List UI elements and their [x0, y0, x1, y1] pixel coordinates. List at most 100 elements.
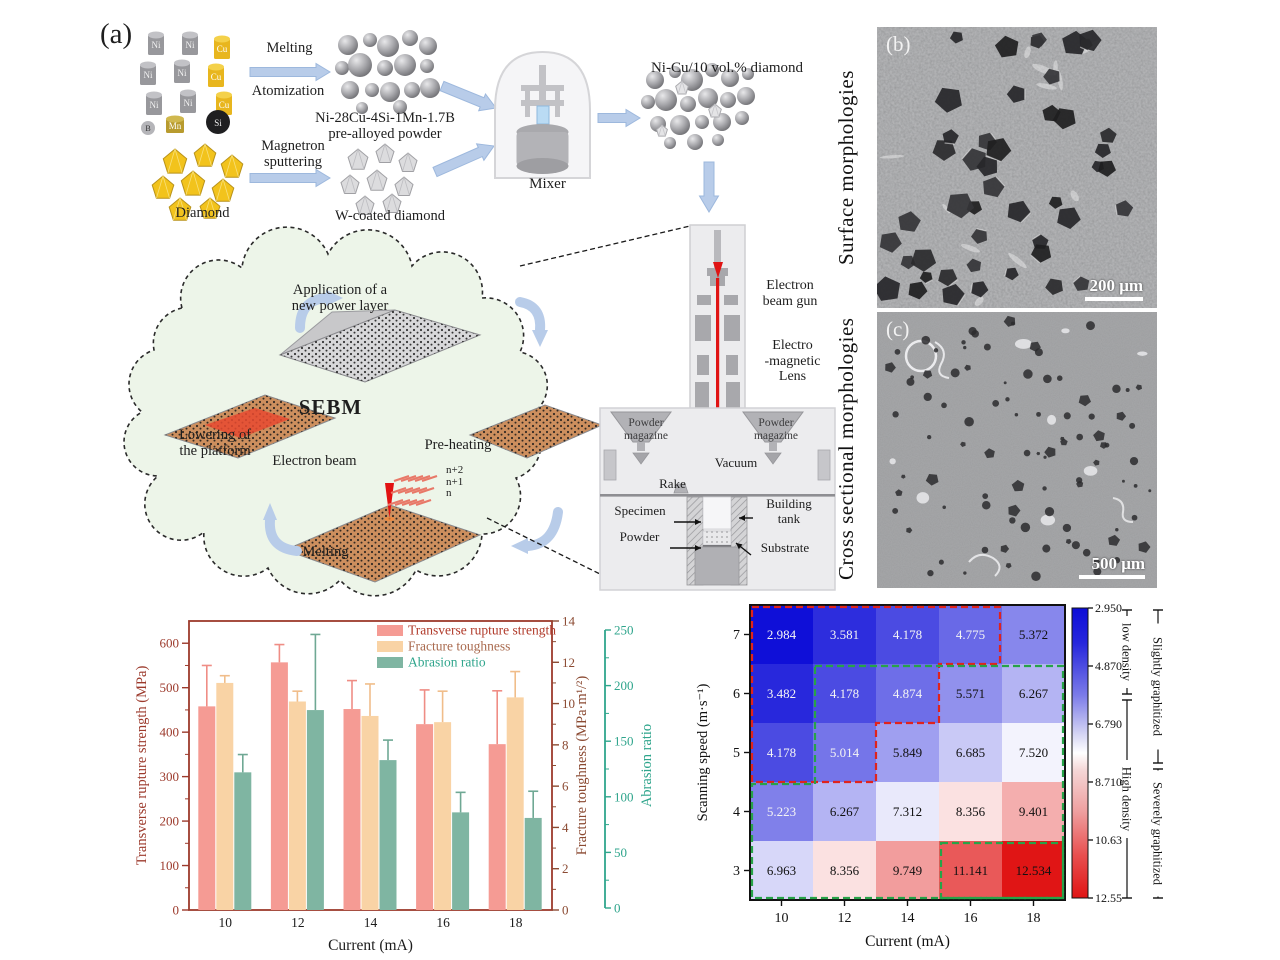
- bar: [524, 817, 542, 910]
- bar: [288, 701, 306, 910]
- sebm-cloud: [123, 226, 549, 597]
- heatmap-cell: [1002, 841, 1065, 900]
- layer-index-labels: n+2 n+1 n: [446, 464, 464, 500]
- mixed-powder-label: Ni-Cu/10 vol.% diamond: [650, 60, 804, 76]
- svg-text:12: 12: [291, 915, 305, 930]
- heatmap-cell-value: 6.267: [830, 804, 860, 819]
- diamond-cluster: [151, 143, 244, 221]
- heatmap-cell-value: 12.534: [1016, 863, 1052, 878]
- svg-text:Ni: Ni: [184, 98, 193, 108]
- heatmap-cell-value: 5.849: [893, 745, 922, 760]
- svg-text:Mn: Mn: [169, 121, 182, 131]
- w-coated-diamond-label: W-coated diamond: [335, 208, 445, 224]
- heatmap-cell: [876, 782, 939, 841]
- scale-bar-b-label: 200 μm: [1089, 276, 1143, 295]
- powder-label: Powder: [619, 529, 660, 544]
- svg-text:7: 7: [733, 628, 740, 643]
- vacuum-label: Vacuum: [714, 455, 758, 470]
- sem-image-surface: (b) 200 μm: [877, 27, 1157, 308]
- bar: [434, 722, 452, 910]
- heatmap-cell: [750, 782, 813, 841]
- svg-text:18: 18: [509, 915, 523, 930]
- svg-text:16: 16: [436, 915, 450, 930]
- svg-text:Si: Si: [214, 118, 222, 128]
- diamond-label: Diamond: [175, 205, 230, 221]
- panel-b-tag: (b): [886, 32, 911, 56]
- heatmap-cell: [939, 782, 1002, 841]
- heatmap-cell-value: 4.178: [767, 745, 796, 760]
- svg-text:16: 16: [964, 911, 978, 926]
- atomization-label: Atomization: [251, 83, 325, 99]
- svg-text:Abrasion ratio: Abrasion ratio: [408, 655, 486, 670]
- heatmap-cell-value: 9.749: [893, 863, 922, 878]
- svg-text:100: 100: [614, 789, 634, 804]
- heatmap-cell: [939, 605, 1002, 664]
- heatmap-cell-value: 3.482: [767, 686, 796, 701]
- heatmap-cell: [813, 723, 876, 782]
- svg-text:Transverse rupture strength (M: Transverse rupture strength (MPa): [134, 666, 150, 866]
- sem-cross-section-graphic: [877, 312, 1157, 588]
- mixer-graphic: [494, 50, 591, 179]
- svg-text:8.710: 8.710: [1095, 775, 1122, 789]
- heatmap-cells: 2.984 3.581 4.178 4.775 5.372 3.482 4.178 4.874…: [750, 605, 1065, 900]
- substrate-label: Substrate: [760, 540, 810, 555]
- electron-beam-label: Electron beam: [272, 453, 357, 469]
- svg-text:Ni: Ni: [144, 70, 153, 80]
- svg-text:Ni: Ni: [152, 40, 161, 50]
- bar: [343, 709, 361, 910]
- svg-text:High density: High density: [1120, 767, 1134, 832]
- svg-text:600: 600: [160, 636, 180, 651]
- heatmap-cell: [750, 605, 813, 664]
- svg-text:12: 12: [838, 911, 852, 926]
- svg-text:18: 18: [1027, 911, 1041, 926]
- heatmap-cell-value: 6.267: [1019, 686, 1049, 701]
- lowering-plate: [163, 394, 337, 459]
- svg-text:10: 10: [219, 915, 233, 930]
- preheating-label: Pre-heating: [424, 437, 492, 453]
- scale-bar-b: [1085, 297, 1143, 301]
- bar-chart: 0 100 200 300 400 500 600 0 2 4 6 8 10 12 14 0 50 100 150 2…: [134, 614, 655, 955]
- svg-text:0: 0: [562, 903, 569, 918]
- heatmap-cell: [1002, 664, 1065, 723]
- bar: [506, 697, 524, 910]
- svg-text:5: 5: [733, 746, 740, 761]
- bar: [234, 772, 252, 910]
- heatmap-cell: [939, 723, 1002, 782]
- mixed-powder-cluster: [641, 63, 755, 150]
- svg-text:14: 14: [364, 915, 378, 930]
- powder-magazine-left-label: Powder magazine: [623, 417, 669, 442]
- connector-lines: [486, 225, 691, 576]
- heatmap-cell-value: 6.685: [956, 745, 985, 760]
- svg-text:8: 8: [562, 737, 569, 752]
- svg-text:2.950: 2.950: [1095, 601, 1122, 615]
- heatmap-cell-value: 5.014: [830, 745, 860, 760]
- svg-text:low density: low density: [1120, 623, 1134, 682]
- svg-text:4: 4: [562, 820, 569, 835]
- raw-materials-cluster: Ni Ni Ni Ni Ni Ni Cu Cu Cu B Mn Si: [140, 31, 232, 135]
- prealloyed-powder-label: Ni-28Cu-4Si-1Mn-1.7B pre-alloyed powder: [315, 110, 455, 143]
- svg-text:Ni: Ni: [150, 100, 159, 110]
- heatmap-cell: [876, 664, 939, 723]
- svg-text:6: 6: [562, 779, 569, 794]
- heatmap-cell-value: 5.571: [956, 686, 985, 701]
- svg-text:14: 14: [562, 614, 576, 629]
- heatmap-cell: [876, 841, 939, 900]
- rake-label: Rake: [659, 476, 686, 491]
- bar: [306, 710, 324, 910]
- bar: [216, 682, 234, 910]
- svg-text:Ni: Ni: [178, 68, 187, 78]
- new-layer-plate: [278, 309, 482, 383]
- bar: [270, 662, 288, 910]
- bar: [416, 724, 434, 910]
- svg-text:Cu: Cu: [211, 72, 222, 82]
- bar-series: [198, 633, 542, 910]
- heatmap-cell-value: 7.312: [893, 804, 922, 819]
- svg-text:200: 200: [160, 814, 180, 829]
- heatmap-cell-value: 2.984: [767, 627, 797, 642]
- melting-step-label: Melting: [302, 544, 349, 560]
- svg-text:14: 14: [901, 911, 915, 926]
- svg-text:6: 6: [733, 687, 740, 702]
- scan-layers: [387, 474, 438, 507]
- sebm-label: SEBM: [298, 395, 363, 419]
